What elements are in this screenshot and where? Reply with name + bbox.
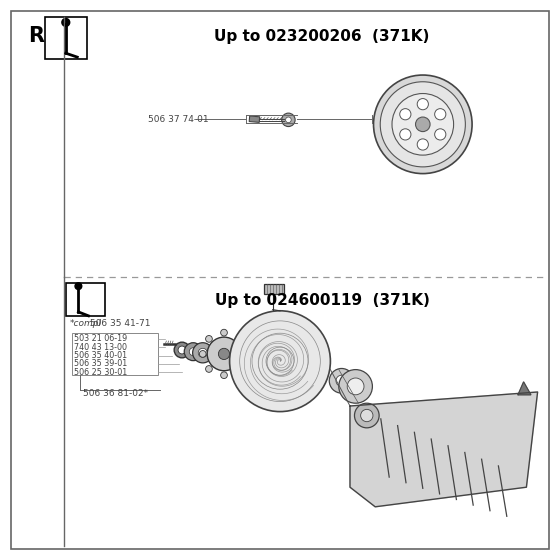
Text: R: R bbox=[29, 26, 44, 46]
Circle shape bbox=[361, 409, 373, 422]
Circle shape bbox=[417, 139, 428, 150]
Circle shape bbox=[178, 346, 186, 354]
Circle shape bbox=[198, 348, 207, 357]
Text: 506 36 81-02*: 506 36 81-02* bbox=[83, 389, 148, 398]
Circle shape bbox=[236, 335, 242, 342]
Circle shape bbox=[193, 343, 213, 363]
Bar bbox=[45, 17, 87, 59]
Text: Up to 024600119  (371K): Up to 024600119 (371K) bbox=[214, 293, 430, 307]
Circle shape bbox=[336, 375, 347, 386]
Polygon shape bbox=[518, 382, 531, 395]
Text: 740 43 13-00: 740 43 13-00 bbox=[74, 343, 128, 352]
Circle shape bbox=[286, 117, 291, 123]
Circle shape bbox=[347, 378, 364, 395]
Text: *compl: *compl bbox=[70, 319, 102, 328]
Circle shape bbox=[282, 113, 295, 127]
Text: 506 25 30-01: 506 25 30-01 bbox=[74, 368, 128, 377]
Circle shape bbox=[435, 109, 446, 120]
Circle shape bbox=[199, 351, 206, 357]
Circle shape bbox=[206, 366, 212, 372]
Circle shape bbox=[230, 311, 330, 412]
Text: 506 35 41-71: 506 35 41-71 bbox=[87, 319, 150, 328]
Bar bbox=[66, 283, 105, 316]
Circle shape bbox=[174, 342, 190, 358]
Circle shape bbox=[218, 348, 230, 360]
Circle shape bbox=[206, 335, 212, 342]
Circle shape bbox=[416, 117, 430, 132]
Circle shape bbox=[380, 82, 465, 167]
Circle shape bbox=[207, 337, 241, 371]
Circle shape bbox=[417, 99, 428, 110]
Text: 506 37 74-01: 506 37 74-01 bbox=[148, 115, 209, 124]
Circle shape bbox=[184, 343, 202, 361]
Text: 506 35 40-01: 506 35 40-01 bbox=[74, 351, 128, 360]
Circle shape bbox=[400, 129, 411, 140]
Circle shape bbox=[354, 403, 379, 428]
Bar bbox=[264, 284, 284, 294]
Circle shape bbox=[435, 129, 446, 140]
Circle shape bbox=[62, 18, 70, 26]
Circle shape bbox=[329, 368, 354, 393]
Text: 506 35 39-01: 506 35 39-01 bbox=[74, 360, 128, 368]
Circle shape bbox=[75, 283, 82, 290]
Circle shape bbox=[189, 348, 197, 356]
Circle shape bbox=[400, 109, 411, 120]
Bar bbox=[249, 116, 260, 123]
Circle shape bbox=[221, 329, 227, 336]
Circle shape bbox=[242, 351, 249, 357]
Circle shape bbox=[339, 370, 372, 403]
Circle shape bbox=[392, 94, 454, 155]
Text: 503 21 06-19: 503 21 06-19 bbox=[74, 334, 128, 343]
Bar bbox=[72, 333, 158, 375]
Circle shape bbox=[221, 372, 227, 379]
Circle shape bbox=[236, 366, 242, 372]
Polygon shape bbox=[350, 392, 538, 507]
Text: Up to 023200206  (371K): Up to 023200206 (371K) bbox=[214, 29, 430, 44]
Circle shape bbox=[374, 75, 472, 174]
